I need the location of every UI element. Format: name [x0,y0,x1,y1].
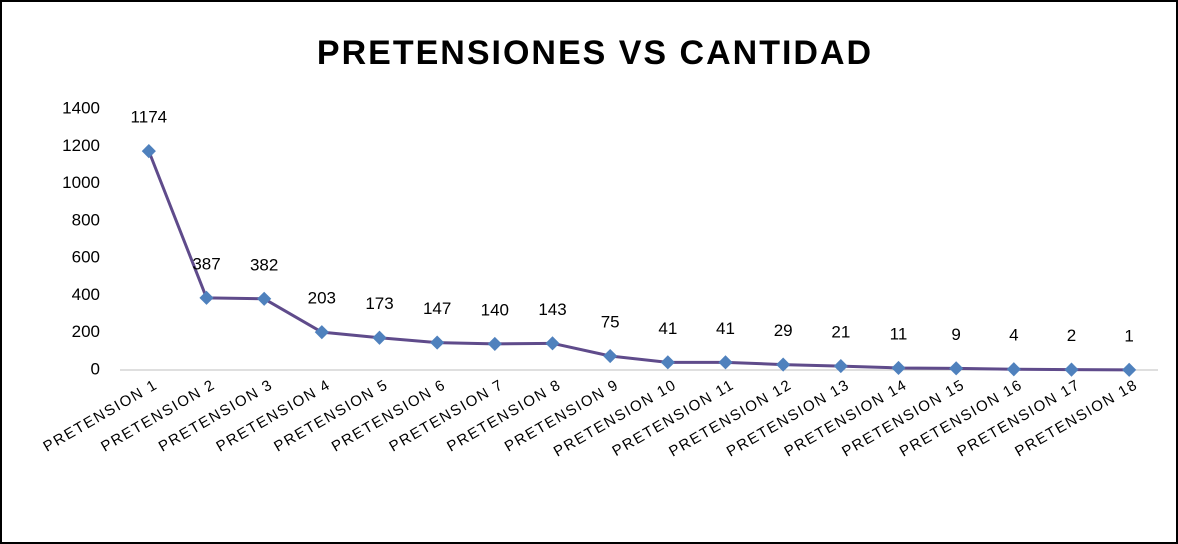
y-tick-label: 1000 [62,173,100,192]
y-tick-label: 200 [72,322,100,341]
data-label: 2 [1067,326,1076,345]
marker [603,348,618,364]
data-label: 11 [890,324,908,343]
y-tick-label: 0 [91,359,100,378]
marker [949,361,964,376]
data-label: 9 [951,325,960,344]
data-label: 143 [538,300,566,319]
data-label: 140 [481,300,509,319]
data-label: 387 [192,254,220,273]
data-label: 4 [1009,326,1018,345]
y-tick-label: 1400 [62,98,100,117]
marker [1006,362,1021,377]
marker [141,144,156,159]
data-label: 173 [365,294,393,313]
data-label: 382 [250,255,278,274]
marker [833,359,848,374]
marker [314,325,329,340]
y-tick-label: 800 [72,210,100,229]
y-tick-label: 1200 [62,136,100,155]
data-label: 41 [716,319,735,338]
chart-title: PRETENSIONES VS CANTIDAD [317,34,873,72]
marker [545,336,560,351]
marker [487,336,502,351]
data-label: 21 [831,323,850,342]
marker [372,330,387,345]
marker [199,290,214,305]
marker [891,360,906,376]
marker [718,355,733,370]
data-label: 29 [774,321,793,340]
y-tick-label: 400 [72,285,100,304]
data-label: 75 [601,313,620,332]
data-label: 147 [423,299,451,318]
y-tick-label: 600 [72,248,100,267]
marker [1122,362,1137,377]
marker [776,357,791,372]
marker [660,355,675,370]
data-label: 203 [308,289,336,308]
marker [430,335,445,350]
marker [1064,362,1079,377]
data-label: 41 [658,319,677,338]
data-label: 1 [1124,326,1133,345]
data-label: 1174 [131,108,168,127]
line [147,150,1130,372]
marker [257,291,272,306]
